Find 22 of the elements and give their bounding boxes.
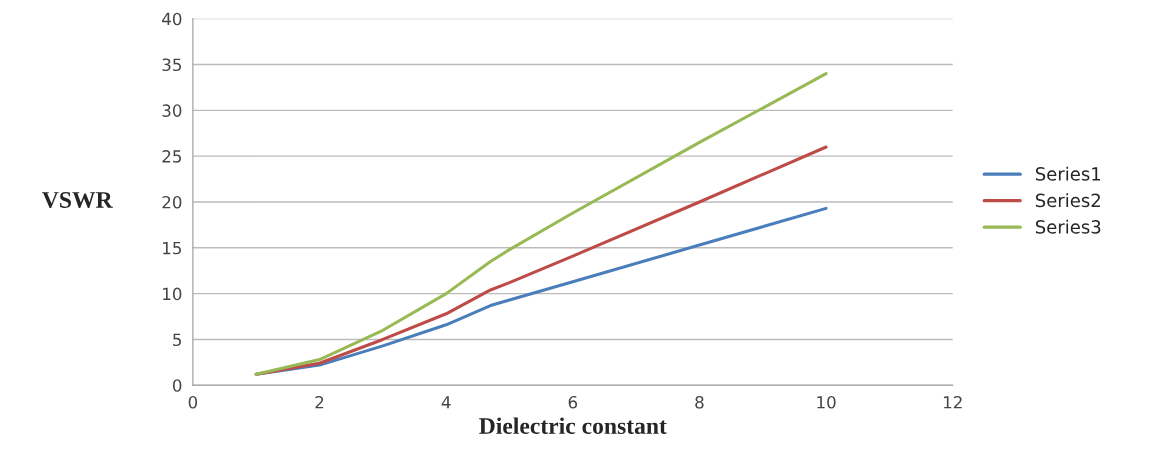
x-tick-label: 12 [943, 395, 962, 409]
y-tick-label: 10 [163, 287, 182, 301]
x-tick-label: 6 [568, 395, 578, 409]
line-series [254, 72, 828, 376]
legend-label: Series2 [1035, 193, 1100, 208]
x-tick-label: 8 [695, 395, 704, 409]
y-tick-label: 25 [162, 150, 182, 163]
y-tick-label: 15 [163, 241, 182, 255]
x-tick-label: 10 [817, 395, 836, 409]
y-tick-label: 20 [162, 195, 182, 209]
y-tick-label: 30 [162, 104, 182, 117]
y-tick-label: 0 [172, 379, 182, 392]
y-tick-label: 40 [162, 12, 182, 26]
legend-label: Series3 [1035, 219, 1101, 234]
x-tick-label: 4 [441, 396, 451, 409]
legend-label: Series1 [1035, 166, 1101, 181]
x-tick-label: 0 [188, 395, 198, 409]
y-tick-label: 35 [162, 58, 182, 72]
x-axis-title: Dielectric constant [479, 417, 667, 434]
x-tick-label: 2 [315, 395, 324, 409]
y-tick-label: 5 [173, 333, 182, 347]
y-axis-title: VSWR [42, 192, 113, 209]
